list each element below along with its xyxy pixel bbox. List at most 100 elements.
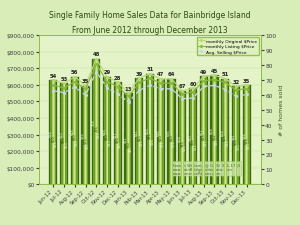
Text: 28: 28 (114, 75, 122, 80)
Text: 56: 56 (71, 70, 79, 75)
Bar (191, 89, 194, 184)
Text: 610: 610 (60, 131, 64, 137)
Text: 596: 596 (81, 132, 85, 139)
Bar (139, 79, 140, 184)
Text: 610: 610 (159, 134, 163, 141)
Text: 576: 576 (161, 139, 165, 146)
Text: 575: 575 (83, 137, 88, 144)
Text: 625: 625 (202, 133, 206, 140)
Text: 632: 632 (212, 132, 217, 139)
Bar (93, 60, 99, 184)
Bar (117, 83, 118, 184)
Text: 666: 666 (146, 126, 150, 133)
Bar (81, 86, 90, 184)
Text: 60: 60 (189, 81, 197, 86)
Text: 39: 39 (136, 71, 143, 76)
Text: 648: 648 (103, 128, 107, 134)
Text: 521: 521 (193, 143, 197, 150)
Bar (124, 94, 133, 184)
Text: 758: 758 (92, 119, 96, 125)
Text: 615: 615 (223, 134, 227, 140)
Text: 568: 568 (234, 137, 238, 144)
Text: 543: 543 (247, 142, 251, 148)
Bar (213, 76, 216, 184)
Bar (171, 80, 172, 184)
Bar (63, 84, 65, 184)
Bar (159, 80, 162, 184)
Bar (114, 83, 122, 184)
Text: 545: 545 (118, 140, 122, 147)
Text: 32: 32 (232, 79, 240, 85)
Bar (235, 87, 237, 184)
Text: 35: 35 (243, 78, 250, 83)
Text: 617: 617 (113, 130, 117, 137)
Text: 564: 564 (178, 135, 182, 141)
Bar (147, 75, 153, 184)
Bar (149, 75, 151, 184)
Text: 565: 565 (54, 140, 58, 146)
Text: Breann Williams @ (206) 321-1755
www.BainBridgeSalesData.com
www.jamesonRteam.co: Breann Williams @ (206) 321-1755 www.Bai… (172, 162, 241, 176)
Bar (74, 78, 75, 184)
Bar (106, 78, 109, 184)
Bar (106, 78, 107, 184)
Text: 638: 638 (221, 128, 225, 135)
Text: 530: 530 (127, 140, 130, 147)
Text: 580: 580 (189, 133, 193, 140)
Text: 583: 583 (107, 138, 111, 145)
Text: 537: 537 (86, 142, 90, 148)
Text: 590: 590 (116, 135, 120, 142)
Bar (127, 94, 130, 184)
Text: 13: 13 (125, 86, 132, 91)
Text: 29: 29 (103, 70, 111, 75)
Bar (135, 79, 143, 184)
Bar (52, 81, 55, 184)
Text: 576: 576 (172, 139, 176, 146)
Bar (170, 80, 173, 184)
Bar (103, 78, 111, 184)
Bar (193, 89, 194, 184)
Text: 54: 54 (50, 74, 57, 79)
Bar (202, 77, 205, 184)
Text: 553: 553 (64, 141, 68, 148)
Text: 620: 620 (105, 133, 109, 140)
Text: 558: 558 (191, 138, 195, 145)
Bar (116, 83, 119, 184)
Bar (158, 80, 164, 184)
Text: 598: 598 (150, 137, 154, 144)
Text: 567: 567 (140, 139, 144, 146)
Bar (225, 79, 226, 184)
Bar (49, 81, 58, 184)
Bar (190, 89, 196, 184)
Text: 598: 598 (242, 132, 246, 139)
Text: 51: 51 (221, 72, 229, 77)
Text: 725: 725 (94, 125, 98, 132)
Text: 35: 35 (82, 79, 89, 84)
Text: 545: 545 (180, 139, 184, 146)
Text: 648: 648 (70, 128, 74, 134)
Bar (221, 79, 230, 184)
Bar (73, 78, 76, 184)
Text: 578: 578 (245, 137, 249, 144)
Y-axis label: # of homes sold: # of homes sold (279, 85, 284, 136)
Text: 597: 597 (215, 138, 219, 144)
Bar (245, 86, 248, 184)
Text: 651: 651 (200, 127, 203, 134)
Text: 516: 516 (183, 144, 187, 151)
Text: 551: 551 (124, 136, 128, 142)
Text: 497: 497 (129, 145, 133, 151)
Bar (222, 79, 228, 184)
Text: 48: 48 (93, 52, 100, 57)
Text: 47: 47 (157, 72, 164, 77)
Bar (224, 79, 227, 184)
Legend: monthly Original $Price, monthly Listing $Price, Avg. Selling $Price: monthly Original $Price, monthly Listing… (196, 38, 259, 56)
Bar (50, 81, 56, 184)
Bar (85, 86, 86, 184)
Bar (53, 81, 54, 184)
Bar (104, 78, 110, 184)
Bar (246, 86, 247, 184)
Text: 620: 620 (73, 133, 77, 140)
Bar (84, 86, 87, 184)
Text: 680: 680 (97, 131, 101, 138)
Bar (212, 76, 217, 184)
Bar (83, 86, 88, 184)
